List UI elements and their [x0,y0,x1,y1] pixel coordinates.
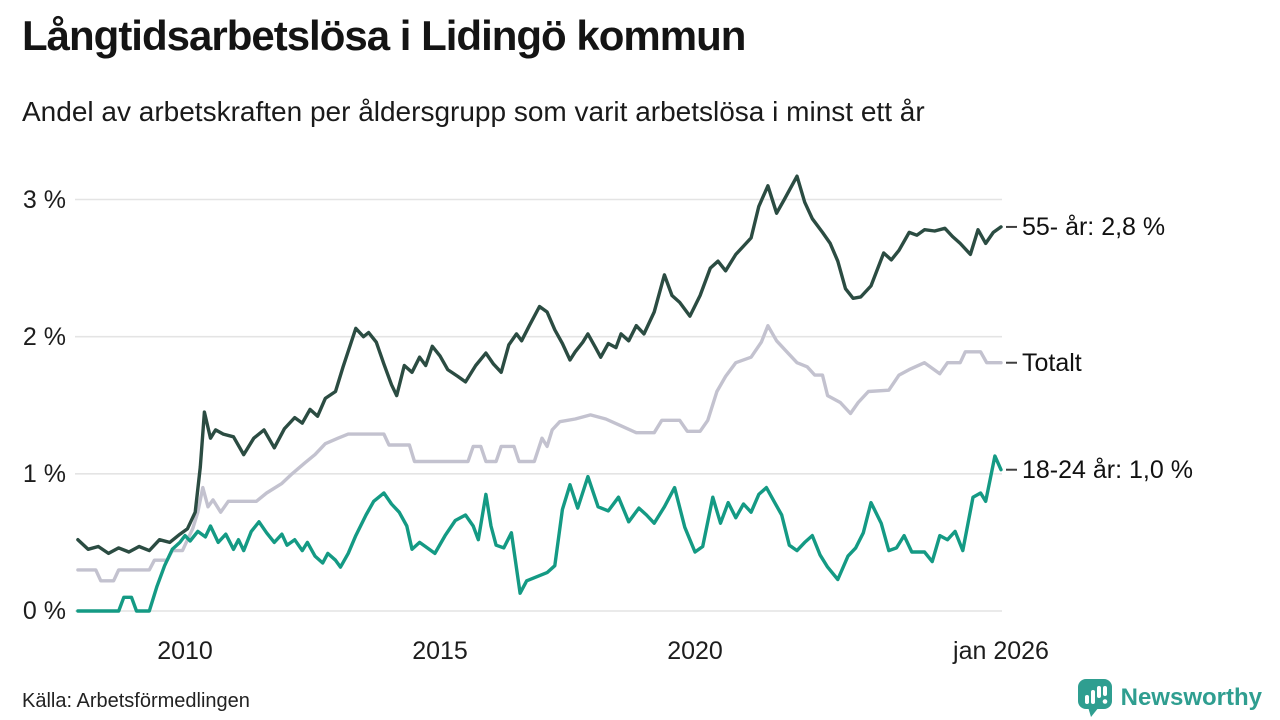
y-axis-tick-label-2: 2 % [22,322,66,351]
x-axis-tick-label-2: 2020 [667,637,723,665]
y-axis-tick-label-3: 3 % [22,185,66,214]
page-title: Långtidsarbetslösa i Lidingö kommun [22,12,746,59]
x-axis-tick-label-3: jan 2026 [953,637,1049,665]
newsworthy-bubble-chart-icon [1077,679,1112,717]
series-end-label-2: 18-24 år: 1,0 % [1022,455,1193,484]
newsworthy-wordmark: Newsworthy [1120,684,1262,711]
x-axis-tick-label-1: 2015 [412,637,468,665]
y-axis-tick-label-0: 0 % [22,597,66,625]
series-line-1 [76,174,1003,556]
source-note: Källa: Arbetsförmedlingen [22,690,250,712]
series-end-label-1: 55- år: 2,8 % [1022,212,1166,241]
x-axis-tick-label-0: 2010 [157,637,213,665]
series-end-label-0: Totalt [1022,348,1082,377]
newsworthy-logo: Newsworthy [1077,678,1262,718]
series-line-0 [76,324,1003,583]
chart-subtitle: Andel av arbetskraften per åldersgrupp s… [22,96,925,127]
y-axis-tick-label-1: 1 % [22,459,66,488]
series-line-2 [76,454,1003,613]
